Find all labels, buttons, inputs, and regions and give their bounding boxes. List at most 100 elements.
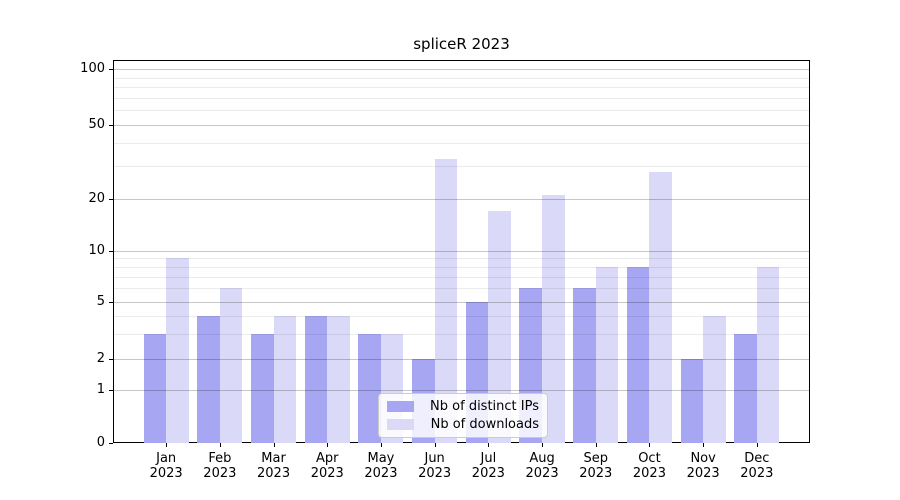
x-tick-month: Sep [583,451,608,466]
bar-distinct-ips [358,333,381,443]
x-tick-label: Jul 2023 [458,451,518,481]
legend-swatch-downloads [387,419,414,430]
bar-downloads [488,211,511,443]
bar-distinct-ips [626,267,650,443]
legend-swatch-distinct-ips [387,401,414,412]
y-tick-label: 100 [80,61,105,76]
bar-downloads [756,267,780,443]
minor-gridline [114,288,809,290]
x-tick-mark [649,443,651,447]
minor-gridline [114,315,809,317]
x-tick-year: 2023 [579,466,613,481]
x-tick-mark [380,443,382,447]
x-tick-mark [595,443,597,447]
legend-entry-distinct-ips: Nb of distinct IPs [387,399,539,414]
bar-downloads [434,158,458,443]
chart-title: spliceR 2023 [413,35,510,53]
x-tick-year: 2023 [740,466,774,481]
x-tick-year: 2023 [471,466,505,481]
x-tick-mark [542,443,544,447]
y-tick-label: 1 [96,382,105,397]
major-gridline [114,359,809,360]
bar-downloads [219,288,243,443]
x-tick-mark [703,443,705,447]
bar-downloads [327,315,350,443]
bar-downloads [273,315,297,443]
x-tick-mark [166,443,168,447]
legend: Nb of distinct IPs Nb of downloads [378,393,548,438]
y-tick-mark [109,443,113,444]
x-tick-month: Jun [424,451,445,466]
x-tick-year: 2023 [364,466,398,481]
plot-area [113,60,810,443]
y-tick-mark [109,69,113,70]
x-tick-year: 2023 [525,466,559,481]
x-tick-label: Apr 2023 [297,451,357,481]
minor-gridline [114,77,809,79]
major-gridline [114,69,809,70]
major-gridline [114,250,809,252]
y-tick-label: 0 [96,435,105,450]
bar-downloads [649,171,672,443]
x-tick-label: Jan 2023 [136,451,196,481]
x-tick-mark [488,443,490,447]
x-tick-month: Dec [744,451,770,466]
legend-label-distinct-ips: Nb of distinct IPs [430,399,539,414]
x-tick-mark [756,443,758,447]
y-tick-label: 10 [88,242,105,258]
x-tick-year: 2023 [203,466,237,481]
minor-gridline [114,87,809,89]
x-tick-year: 2023 [418,466,452,481]
minor-gridline [114,143,809,145]
bar-distinct-ips [734,333,757,443]
bar-downloads [595,267,619,443]
legend-label-downloads: Nb of downloads [430,417,539,432]
minor-gridline [114,110,809,112]
x-tick-label: Oct 2023 [619,451,679,481]
bar-distinct-ips [143,333,167,443]
x-tick-label: May 2023 [351,451,411,481]
x-tick-year: 2023 [686,466,720,481]
x-tick-label: Aug 2023 [512,451,572,481]
x-tick-year: 2023 [632,466,666,481]
x-tick-label: Jun 2023 [405,451,465,481]
y-tick-label: 50 [88,117,105,132]
bar-distinct-ips [304,315,328,443]
x-tick-month: Oct [638,451,661,466]
y-tick-label: 20 [88,191,105,206]
bar-downloads [542,195,565,443]
x-tick-month: Nov [690,451,716,466]
x-tick-year: 2023 [257,466,291,481]
major-gridline [114,302,809,303]
x-tick-month: Jul [480,451,497,466]
x-tick-label: Dec 2023 [727,451,787,481]
x-tick-label: Nov 2023 [673,451,733,481]
y-tick-mark [109,250,113,252]
minor-gridline [114,258,809,260]
x-tick-month: Jan [156,451,177,466]
x-tick-month: Apr [316,451,339,466]
minor-gridline [114,166,809,168]
x-tick-mark [327,443,329,447]
major-gridline [114,125,809,126]
x-tick-mark [219,443,221,447]
x-tick-month: May [367,451,395,466]
x-tick-mark [434,443,436,447]
x-tick-year: 2023 [310,466,344,481]
x-tick-label: Sep 2023 [566,451,626,481]
bar-downloads [703,315,726,443]
bar-distinct-ips [197,315,220,443]
bar-distinct-ips [251,333,274,443]
x-tick-month: Feb [208,451,232,466]
x-tick-year: 2023 [149,466,183,481]
minor-gridline [114,333,809,335]
major-gridline [114,199,809,200]
y-tick-mark [109,302,113,303]
x-tick-month: Mar [261,451,286,466]
minor-gridline [114,277,809,278]
y-tick-mark [109,125,113,126]
x-tick-mark [273,443,275,447]
y-tick-mark [109,359,113,360]
y-tick-label: 2 [96,351,105,366]
